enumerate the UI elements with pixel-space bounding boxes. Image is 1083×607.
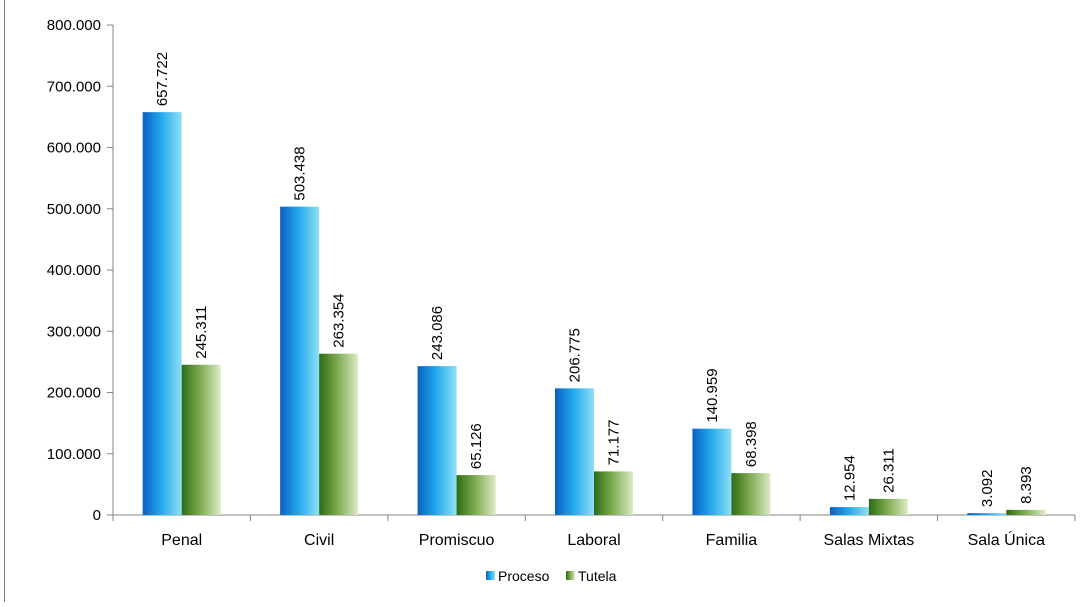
data-label-proceso: 243.086 — [429, 306, 446, 360]
x-category-label: Promiscuo — [419, 532, 495, 549]
data-label-tutela: 263.354 — [331, 293, 348, 347]
bar-proceso — [967, 513, 1007, 515]
bar-proceso — [829, 507, 869, 515]
data-label-tutela: 65.126 — [468, 423, 485, 469]
bar-tutela — [868, 498, 908, 515]
x-category-label: Familia — [706, 532, 758, 549]
bar-proceso — [142, 112, 182, 516]
data-label-proceso: 12.954 — [841, 455, 858, 501]
y-tick-label: 500.000 — [47, 201, 101, 218]
bar-tutela — [594, 471, 633, 515]
bar-tutela — [1006, 509, 1046, 515]
bar-tutela — [319, 353, 359, 515]
x-category-label: Penal — [161, 532, 202, 549]
x-category-label: Civil — [304, 532, 334, 549]
y-tick-label: 0 — [93, 507, 101, 524]
y-tick-label: 700.000 — [47, 78, 101, 95]
data-label-proceso: 657.722 — [154, 52, 171, 106]
data-label-tutela: 26.311 — [880, 448, 897, 493]
bar-proceso — [555, 388, 594, 515]
y-tick-label: 200.000 — [47, 385, 101, 402]
data-label-tutela: 245.311 — [193, 306, 210, 359]
legend: Proceso Tutela — [486, 568, 617, 584]
y-tick-label: 100.000 — [47, 446, 101, 463]
bar-proceso — [280, 206, 320, 515]
y-tick-label: 300.000 — [47, 323, 101, 340]
data-label-proceso: 206.775 — [567, 328, 584, 382]
y-tick-label: 400.000 — [47, 262, 101, 279]
x-category-label: Salas Mixtas — [824, 532, 915, 549]
x-category-label: Sala Única — [968, 530, 1045, 549]
axes: 0 100.000 200.000 300.000 400.000 500.000 600.… — [47, 17, 1076, 549]
legend-label-proceso: Proceso — [498, 568, 550, 584]
legend-swatch-tutela — [566, 571, 575, 580]
y-tick-label: 800.000 — [47, 17, 101, 34]
y-tick-label: 600.000 — [47, 140, 101, 157]
data-label-proceso: 140.959 — [704, 368, 721, 422]
bar-proceso — [417, 366, 457, 515]
data-label-proceso: 3.092 — [979, 470, 996, 508]
bar-tutela — [181, 364, 221, 515]
legend-label-tutela: Tutela — [578, 568, 617, 584]
bar-tutela — [456, 475, 496, 515]
data-label-proceso: 503.438 — [292, 146, 309, 200]
bars: 657.722 245.311 503.438 263.354 243.086 65.12… — [142, 52, 1046, 516]
data-label-tutela: 71.177 — [606, 420, 623, 466]
bar-tutela — [731, 473, 771, 515]
frame-left-border — [4, 0, 5, 602]
legend-swatch-proceso — [486, 571, 495, 580]
x-category-label: Laboral — [567, 532, 620, 549]
data-label-tutela: 68.398 — [743, 421, 760, 467]
data-label-tutela: 8.393 — [1018, 466, 1035, 504]
bar-proceso — [692, 428, 732, 515]
